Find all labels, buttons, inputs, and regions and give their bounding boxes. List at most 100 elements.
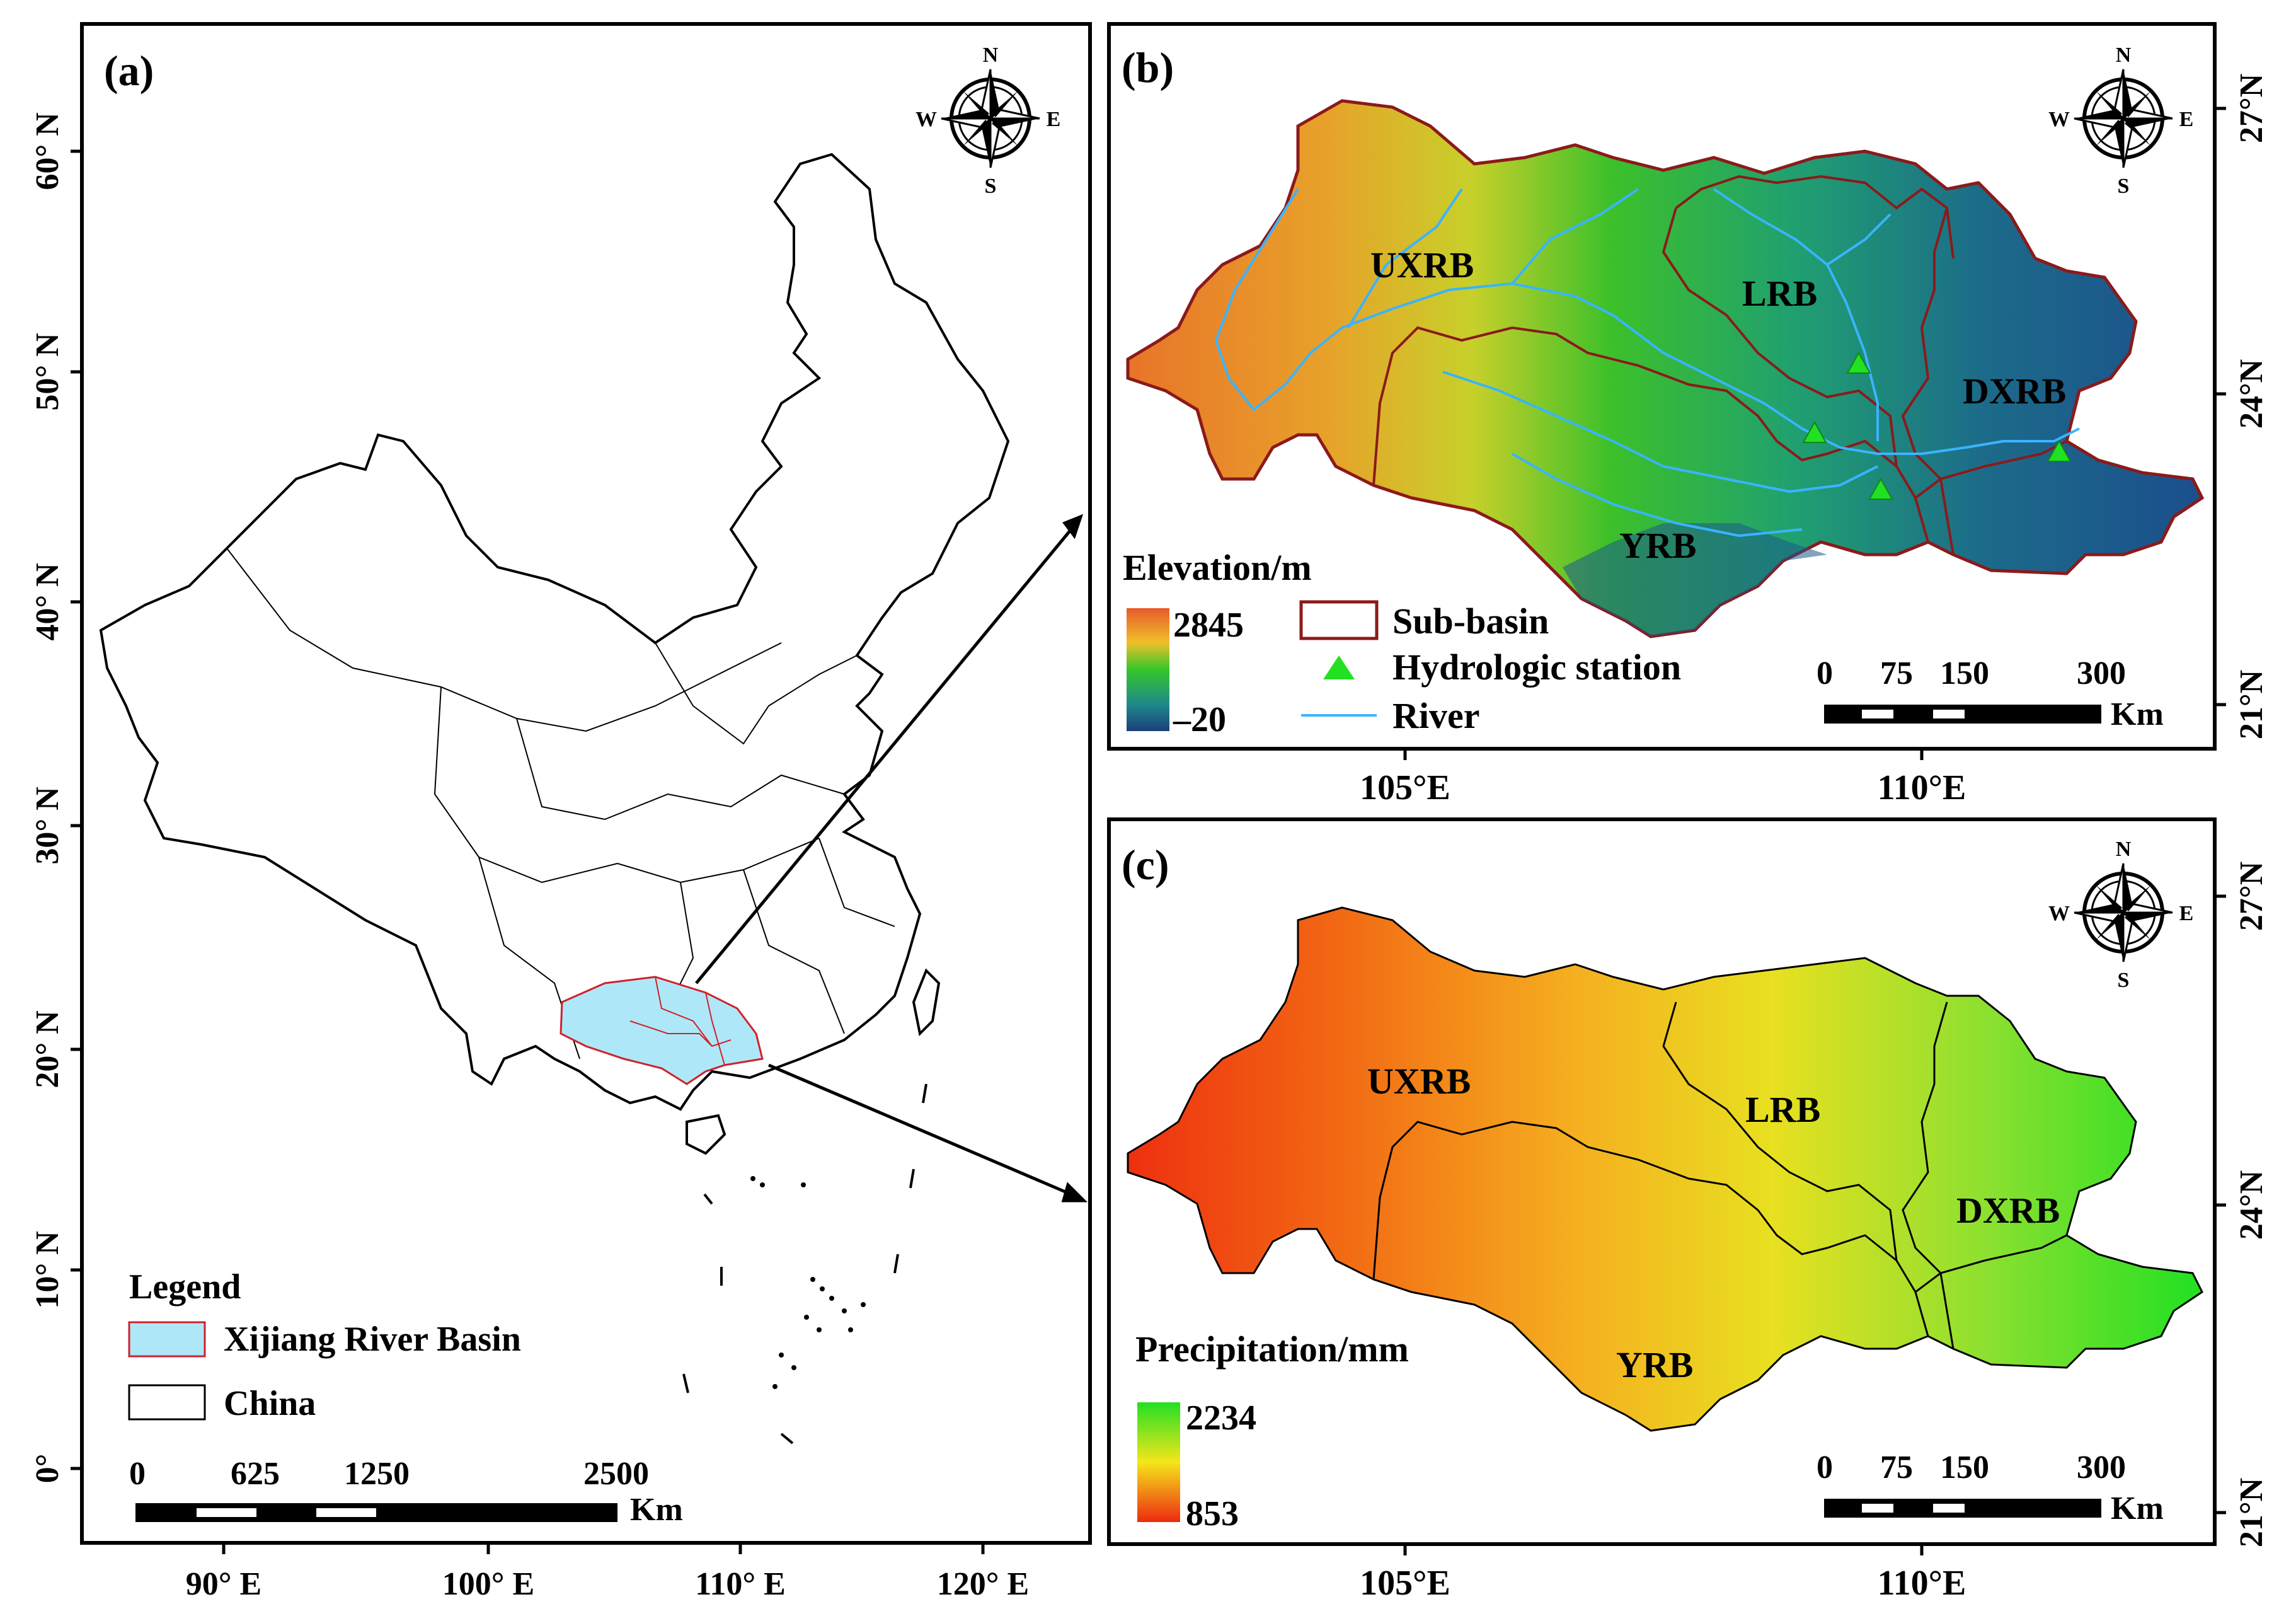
elevation-min: –20 [1173, 700, 1226, 739]
svg-text:110°E: 110°E [1878, 1564, 1966, 1603]
lat-label-20N: 20° N [30, 1010, 66, 1088]
lon-label-120E: 120° E [937, 1566, 1029, 1602]
zoom-arrows [695, 514, 1088, 1203]
svg-text:24°N: 24°N [2234, 1170, 2270, 1240]
svg-text:21°N: 21°N [2234, 670, 2270, 739]
label-dxrb: DXRB [1963, 371, 2066, 412]
precipitation-min: 853 [1186, 1494, 1239, 1533]
svg-text:75: 75 [1880, 655, 1913, 691]
panel-a-legend: Legend Xijiang River Basin China [128, 1267, 521, 1423]
lat-label-50N: 50° N [30, 333, 66, 410]
panel-b-subbasin-labels: UXRB LRB DXRB YRB [1370, 245, 2066, 566]
panel-b-stations [1802, 351, 2072, 500]
svg-text:Km: Km [630, 1492, 683, 1528]
svg-text:N: N [2116, 43, 2132, 67]
legend-station-icon [1323, 655, 1355, 679]
panel-b-lon-labels: 105°E 110°E [1360, 768, 1966, 807]
panel-b-scale-bar: 0 75 150 300 Km [1817, 655, 2164, 732]
panel-c-subbasin-boundaries [1372, 1001, 2067, 1349]
panel-b-yrb-shade [1563, 523, 1827, 637]
xijiang-subbasins [629, 976, 732, 1066]
panel-b-legend: Sub-basin Hydrologic station River [1299, 600, 1681, 736]
svg-text:E: E [1047, 108, 1061, 131]
svg-text:105°E: 105°E [1360, 1564, 1450, 1603]
svg-text:150: 150 [1940, 1450, 1989, 1485]
elevation-title: Elevation/m [1123, 547, 1312, 588]
svg-text:N: N [983, 43, 999, 67]
svg-text:27°N: 27°N [2234, 74, 2270, 143]
svg-text:Km: Km [2111, 696, 2164, 732]
panel-b: (b) UX [1107, 22, 2270, 807]
lon-label-90E: 90° E [186, 1566, 261, 1602]
panel-a-lon-labels: 90° E 100° E 110° E 120° E [186, 1566, 1029, 1602]
panel-c-colorbar: Precipitation/mm 2234 853 [1135, 1329, 1409, 1533]
svg-text:27°N: 27°N [2234, 862, 2270, 931]
panel-c-lon-labels: 105°E 110°E [1360, 1564, 1966, 1603]
legend-station-label: Hydrologic station [1392, 647, 1681, 688]
label-lrb: LRB [1742, 273, 1817, 314]
svg-text:105°E: 105°E [1360, 768, 1450, 807]
svg-text:625: 625 [231, 1456, 280, 1492]
svg-text:E: E [2179, 108, 2194, 131]
station-marker [2046, 439, 2072, 462]
svg-text:0: 0 [129, 1456, 146, 1492]
label-yrb: YRB [1619, 525, 1696, 566]
panel-b-subbasin-boundaries [1372, 175, 2067, 555]
svg-text:W: W [2048, 108, 2070, 131]
lat-label-60N: 60° N [30, 112, 66, 190]
panel-a-scale-bar: 0 625 1250 2500 Km [129, 1456, 683, 1528]
lat-label-30N: 30° N [30, 787, 66, 864]
svg-text:0: 0 [1817, 655, 1833, 691]
lat-label-40N: 40° N [30, 563, 66, 640]
svg-text:300: 300 [2077, 1450, 2126, 1485]
lat-label-0: 0° [30, 1454, 66, 1484]
hainan-outline [686, 1114, 726, 1155]
svg-text:E: E [2179, 902, 2194, 925]
svg-text:0: 0 [1817, 1450, 1833, 1485]
station-marker [1846, 351, 1871, 374]
panel-c-scale-bar: 0 75 150 300 Km [1817, 1450, 2164, 1526]
svg-text:21°N: 21°N [2234, 1478, 2270, 1547]
panel-b-colorbar: Elevation/m 2845 –20 [1123, 547, 1312, 739]
svg-text:S: S [2118, 969, 2130, 992]
taiwan-outline [912, 968, 941, 1037]
label-dxrb: DXRB [1956, 1190, 2060, 1231]
panel-b-label: (b) [1122, 43, 1174, 91]
legend-basin-swatch [128, 1321, 206, 1358]
label-lrb: LRB [1745, 1089, 1820, 1130]
svg-text:150: 150 [1940, 655, 1989, 691]
panel-a-lat-labels: 60° N 50° N 40° N 30° N 20° N 10° N 0° [30, 112, 66, 1483]
panel-b-lat-labels: 27°N 24°N 21°N [2234, 74, 2270, 739]
scs-islands [750, 1176, 866, 1389]
precipitation-max: 2234 [1186, 1399, 1256, 1438]
svg-text:Km: Km [2111, 1491, 2164, 1526]
svg-text:W: W [916, 108, 937, 131]
label-yrb: YRB [1616, 1344, 1693, 1385]
nine-dash-line [682, 1083, 927, 1445]
legend-basin-label: Xijiang River Basin [224, 1320, 521, 1359]
legend-subbasin-swatch [1299, 600, 1379, 640]
panel-c: (c) UXRB LRB DXRB YRB N S E W Precipitat… [1107, 817, 2270, 1603]
svg-text:S: S [2118, 175, 2130, 198]
legend-subbasin-label: Sub-basin [1392, 601, 1549, 642]
precipitation-title: Precipitation/mm [1135, 1329, 1409, 1370]
panel-c-subbasin-labels: UXRB LRB DXRB YRB [1367, 1061, 2060, 1385]
label-uxrb: UXRB [1370, 245, 1474, 286]
lon-label-110E: 110° E [695, 1566, 786, 1602]
legend-title: Legend [129, 1267, 241, 1307]
station-marker [1868, 477, 1893, 500]
svg-text:300: 300 [2077, 655, 2126, 691]
panel-b-rivers [1214, 188, 2080, 538]
svg-text:75: 75 [1880, 1450, 1913, 1485]
station-marker [1802, 420, 1827, 443]
panel-c-compass-icon: N S E W [2048, 838, 2193, 992]
svg-text:W: W [2048, 902, 2070, 925]
svg-text:S: S [985, 175, 997, 198]
panel-a-compass-icon: N S E W [916, 43, 1060, 198]
label-uxrb: UXRB [1367, 1061, 1471, 1102]
lat-label-10N: 10° N [30, 1231, 66, 1308]
svg-text:1250: 1250 [344, 1456, 410, 1492]
panel-a: (a) 60° N 50° N 40° N 30° N 20° N 10° N … [30, 22, 1092, 1602]
panel-a-label: (a) [104, 47, 154, 95]
